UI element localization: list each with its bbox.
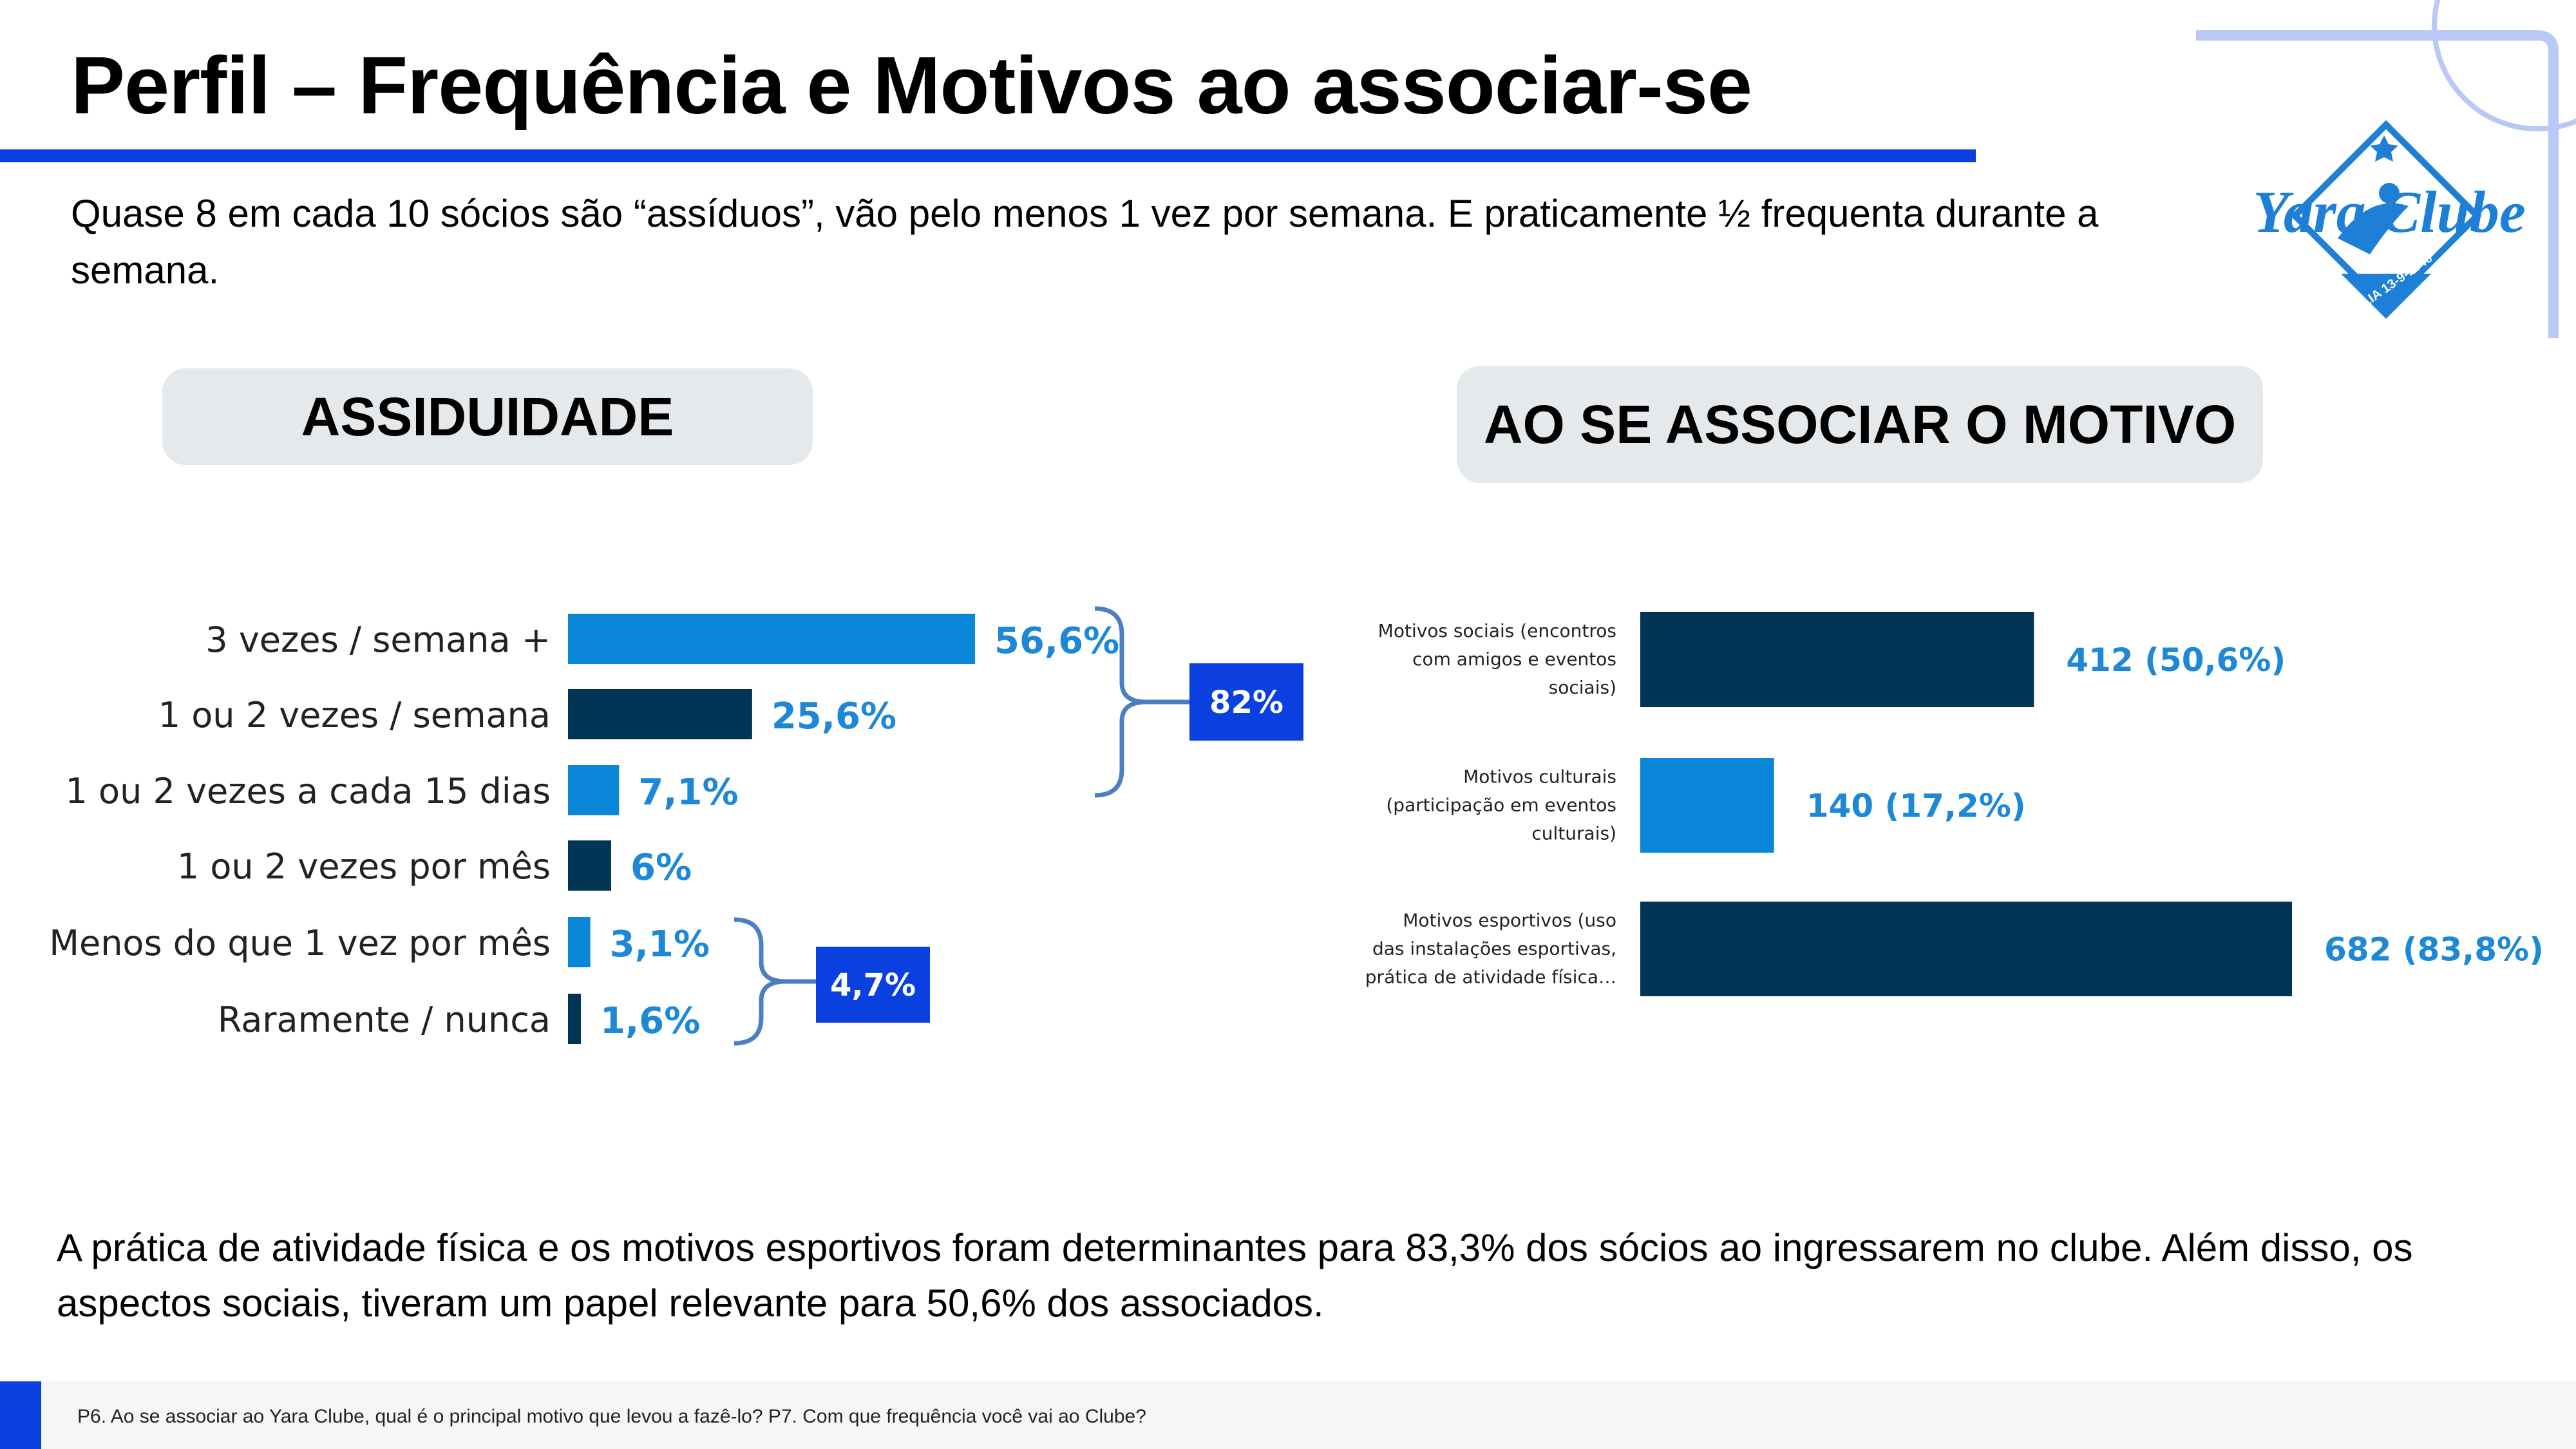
bar: [568, 614, 975, 664]
category-label: Menos do que 1 vez por mês: [49, 923, 551, 963]
data-label: 25,6%: [772, 696, 896, 737]
bar: [568, 689, 752, 739]
category-label: Motivos culturais (participação em evento…: [1386, 766, 1616, 844]
logo-frame-line: [2196, 30, 2559, 338]
page-title: Perfil – Frequência e Motivos ao associa…: [71, 40, 1752, 131]
logo-frame-arc: [2432, 0, 2576, 131]
group-badge-label: 4,7%: [830, 967, 916, 1003]
bar: [1640, 612, 2034, 707]
footnote-accent: [0, 1381, 41, 1449]
category-label: 1 ou 2 vezes a cada 15 dias: [66, 771, 551, 811]
club-logo: MARÍLIA 13-9-1940 Yara Clube: [2196, 0, 2576, 338]
title-underline: [0, 149, 1976, 162]
logo-wordmark: Yara Clube: [2253, 179, 2525, 245]
category-label: Motivos sociais (encontros com amigos e e…: [1378, 620, 1616, 698]
bar: [1640, 902, 2292, 996]
bar: [1640, 758, 1774, 853]
star-icon: [2370, 135, 2398, 162]
footnote-bar: [0, 1381, 2576, 1449]
group-badge: [1189, 663, 1303, 741]
section-label-assiduidade: ASSIDUIDADE: [162, 368, 813, 465]
data-label: 7,1%: [638, 772, 738, 813]
category-label: 1 ou 2 vezes por mês: [177, 846, 551, 887]
group-badge: [816, 947, 930, 1023]
data-label: 412 (50,6%): [2066, 641, 2286, 679]
data-label: 682 (83,8%): [2324, 931, 2544, 969]
section-label-motivo: AO SE ASSOCIAR O MOTIVO: [1457, 366, 2263, 483]
bar: [568, 917, 591, 967]
data-label: 1,6%: [600, 1000, 700, 1042]
bar: [568, 994, 581, 1044]
motivo-chart: Motivos sociais (encontros com amigos e e…: [1365, 612, 2544, 996]
data-label: 6%: [630, 847, 692, 889]
data-label: 140 (17,2%): [1806, 788, 2026, 825]
category-label: Raramente / nunca: [218, 999, 551, 1040]
category-label: 3 vezes / semana +: [205, 620, 551, 660]
data-label: 3,1%: [610, 923, 710, 965]
category-label: 1 ou 2 vezes / semana: [158, 695, 551, 735]
group-brace: [734, 917, 786, 1046]
conclusion-text: A prática de atividade física e os motiv…: [57, 1226, 2413, 1325]
bar: [568, 840, 611, 891]
category-label: Motivos esportivos (uso das instalações e…: [1365, 910, 1616, 988]
footnote: P6. Ao se associar ao Yara Clube, qual é…: [77, 1406, 1146, 1427]
page-subtitle: Quase 8 em cada 10 sócios são “assíduos”…: [71, 192, 2099, 292]
data-label: 56,6%: [994, 620, 1119, 662]
bar: [568, 765, 620, 815]
group-badge-label: 82%: [1209, 685, 1283, 721]
assiduidade-chart: 3 vezes / semana + 56,6% 1 ou 2 vezes / se…: [49, 606, 1303, 1046]
